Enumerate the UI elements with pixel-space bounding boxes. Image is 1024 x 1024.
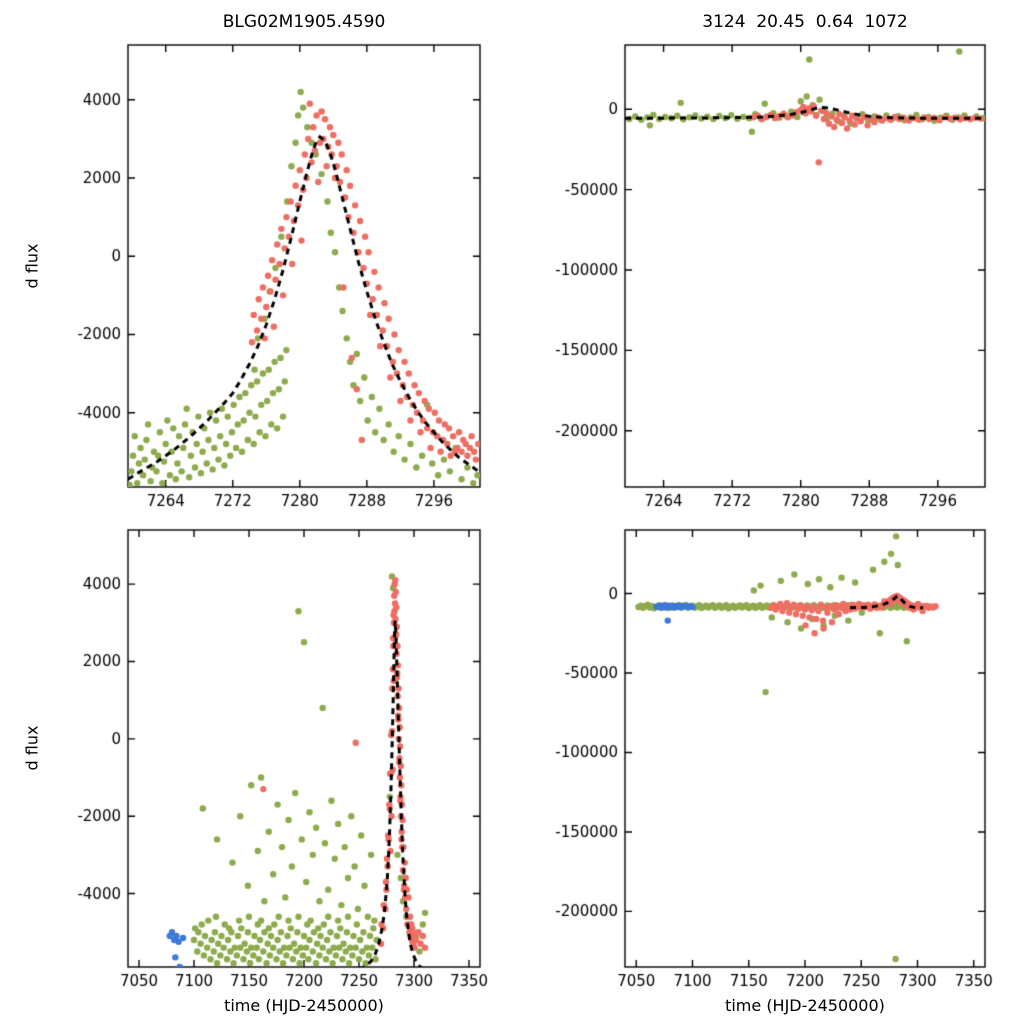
scatter-panel-bottom-right: [512, 512, 1024, 1024]
scatter-panel-bottom-left: [0, 512, 512, 1024]
scatter-panel-top-right: [512, 0, 1024, 512]
x-axis-label-left: time (HJD-2450000): [224, 996, 384, 1015]
y-axis-label-bottom: d flux: [22, 725, 42, 771]
y-axis-label-top: d flux: [22, 243, 42, 289]
chart-title-fit-parameters: 3124 20.45 0.64 1072: [702, 12, 908, 32]
chart-title-object-id: BLG02M1905.4590: [222, 12, 386, 32]
scatter-panel-top-left: [0, 0, 512, 512]
x-axis-label-right: time (HJD-2450000): [725, 996, 885, 1015]
